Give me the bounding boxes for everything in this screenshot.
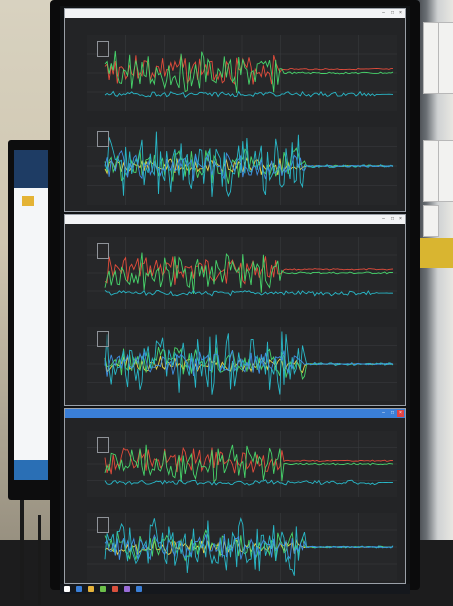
minimize-icon[interactable]: – [382, 10, 385, 16]
cable [20, 500, 24, 600]
taskbar-app-icon[interactable] [112, 586, 118, 592]
series-line [104, 516, 394, 576]
taskbar-app-icon[interactable] [136, 586, 142, 592]
window-titlebar[interactable] [65, 409, 405, 418]
series-line [104, 289, 394, 297]
binder [423, 22, 439, 94]
plot-graph [87, 513, 397, 581]
binder [423, 205, 439, 237]
series-line [104, 533, 393, 561]
taskbar-app-icon[interactable] [100, 586, 106, 592]
yellow-box [418, 238, 453, 268]
series-line [104, 256, 394, 285]
plot-panel [87, 127, 397, 205]
series-line [104, 446, 394, 475]
legend-box [97, 41, 109, 57]
legend-box [97, 131, 109, 147]
series-line [104, 149, 394, 182]
window-titlebar[interactable] [65, 215, 405, 224]
series-line [104, 444, 394, 484]
minimize-icon[interactable]: – [382, 410, 385, 416]
legend-box [97, 517, 109, 533]
side-monitor-panel [14, 460, 48, 480]
plot-panel [87, 237, 397, 309]
close-icon[interactable]: × [399, 10, 402, 16]
close-icon[interactable]: × [399, 216, 402, 222]
series-line [104, 50, 394, 93]
binder [423, 140, 439, 202]
plot-graph [87, 127, 397, 205]
windows-start-icon[interactable] [64, 586, 70, 592]
plot-panel [87, 431, 397, 497]
maximize-icon[interactable]: □ [390, 10, 395, 16]
taskbar-app-icon[interactable] [88, 586, 94, 592]
plot-panel [87, 513, 397, 581]
plot-window-3[interactable]: – □ × [64, 408, 406, 584]
series-line [104, 252, 394, 294]
maximize-icon[interactable]: □ [390, 410, 395, 416]
legend-box [97, 331, 109, 347]
series-line [104, 479, 394, 486]
plot-graph [87, 237, 397, 309]
plot-graph [87, 431, 397, 497]
series-line [104, 90, 394, 98]
maximize-icon[interactable]: □ [390, 216, 395, 222]
plot-panel [87, 327, 397, 401]
plot-graph [87, 35, 397, 111]
legend-box [97, 243, 109, 259]
binder [438, 22, 453, 94]
legend-box [97, 437, 109, 453]
plot-graph [87, 327, 397, 401]
close-icon[interactable]: × [397, 410, 404, 417]
cable [38, 515, 41, 605]
series-line [104, 331, 394, 395]
plot-window-1[interactable]: – □ × [64, 8, 406, 212]
series-line [104, 350, 394, 377]
bookshelf [415, 0, 453, 606]
taskbar-app-icon[interactable] [124, 586, 130, 592]
minimize-icon[interactable]: – [382, 216, 385, 222]
window-titlebar[interactable] [65, 9, 405, 18]
taskbar-app-icon[interactable] [76, 586, 82, 592]
binder [438, 140, 453, 202]
side-monitor-icon [22, 196, 34, 206]
plot-window-2[interactable]: – □ × [64, 214, 406, 406]
series-line [104, 54, 394, 85]
side-monitor-header [14, 150, 48, 188]
taskbar [60, 584, 410, 594]
plot-panel [87, 35, 397, 111]
